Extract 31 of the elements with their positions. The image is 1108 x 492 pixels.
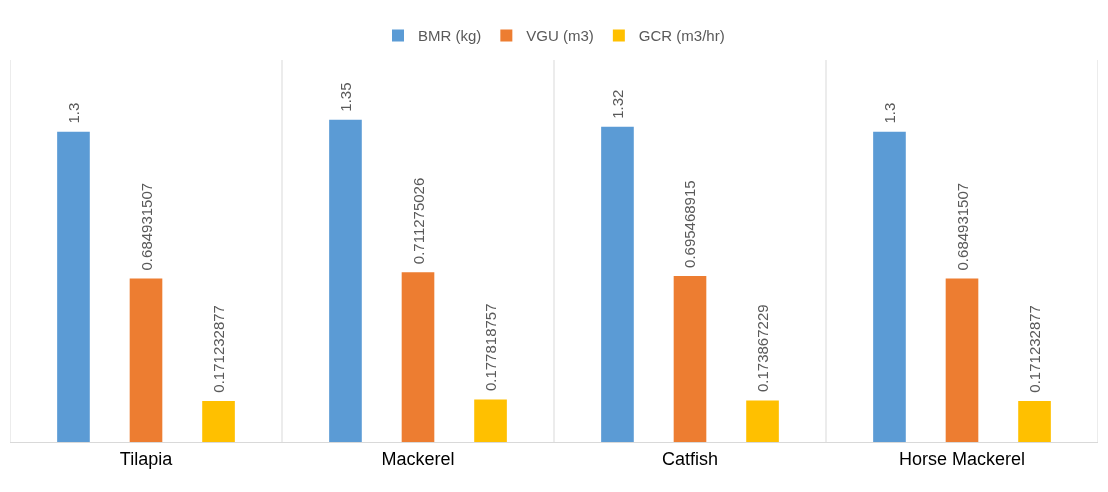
x-tick-label: Tilapia <box>119 448 174 469</box>
data-label: 0.173867229 <box>754 304 772 393</box>
bar <box>945 278 979 442</box>
bar <box>746 400 779 442</box>
legend-label: BMR (kg) <box>418 27 482 45</box>
bar <box>1018 401 1051 442</box>
bar <box>474 399 507 442</box>
data-label: 1.3 <box>881 102 899 124</box>
bar <box>129 278 163 442</box>
data-label: 0.177818757 <box>481 303 499 392</box>
bar <box>401 272 435 442</box>
data-label: 0.711275026 <box>409 177 427 265</box>
bar <box>601 126 634 442</box>
data-label: 1.35 <box>337 82 355 112</box>
x-tick-label: Horse Mackerel <box>898 448 1026 469</box>
data-label: 0.171232877 <box>210 305 228 393</box>
bar <box>202 401 235 442</box>
x-tick-label: Mackerel <box>381 448 455 469</box>
bar <box>673 275 707 442</box>
data-label: 0.684931507 <box>953 182 971 271</box>
data-label: 0.684931507 <box>137 182 155 271</box>
x-tick-label: Catfish <box>661 448 719 469</box>
data-label: 0.171232877 <box>1026 305 1044 393</box>
data-label: 1.32 <box>609 89 627 119</box>
data-label: 0.695468915 <box>681 180 699 268</box>
data-label: 1.3 <box>65 102 83 124</box>
bar <box>57 131 90 442</box>
bar <box>329 119 362 442</box>
bar <box>873 131 906 442</box>
legend-label: GCR (m3/hr) <box>638 27 725 45</box>
legend-label: VGU (m3) <box>526 27 594 45</box>
